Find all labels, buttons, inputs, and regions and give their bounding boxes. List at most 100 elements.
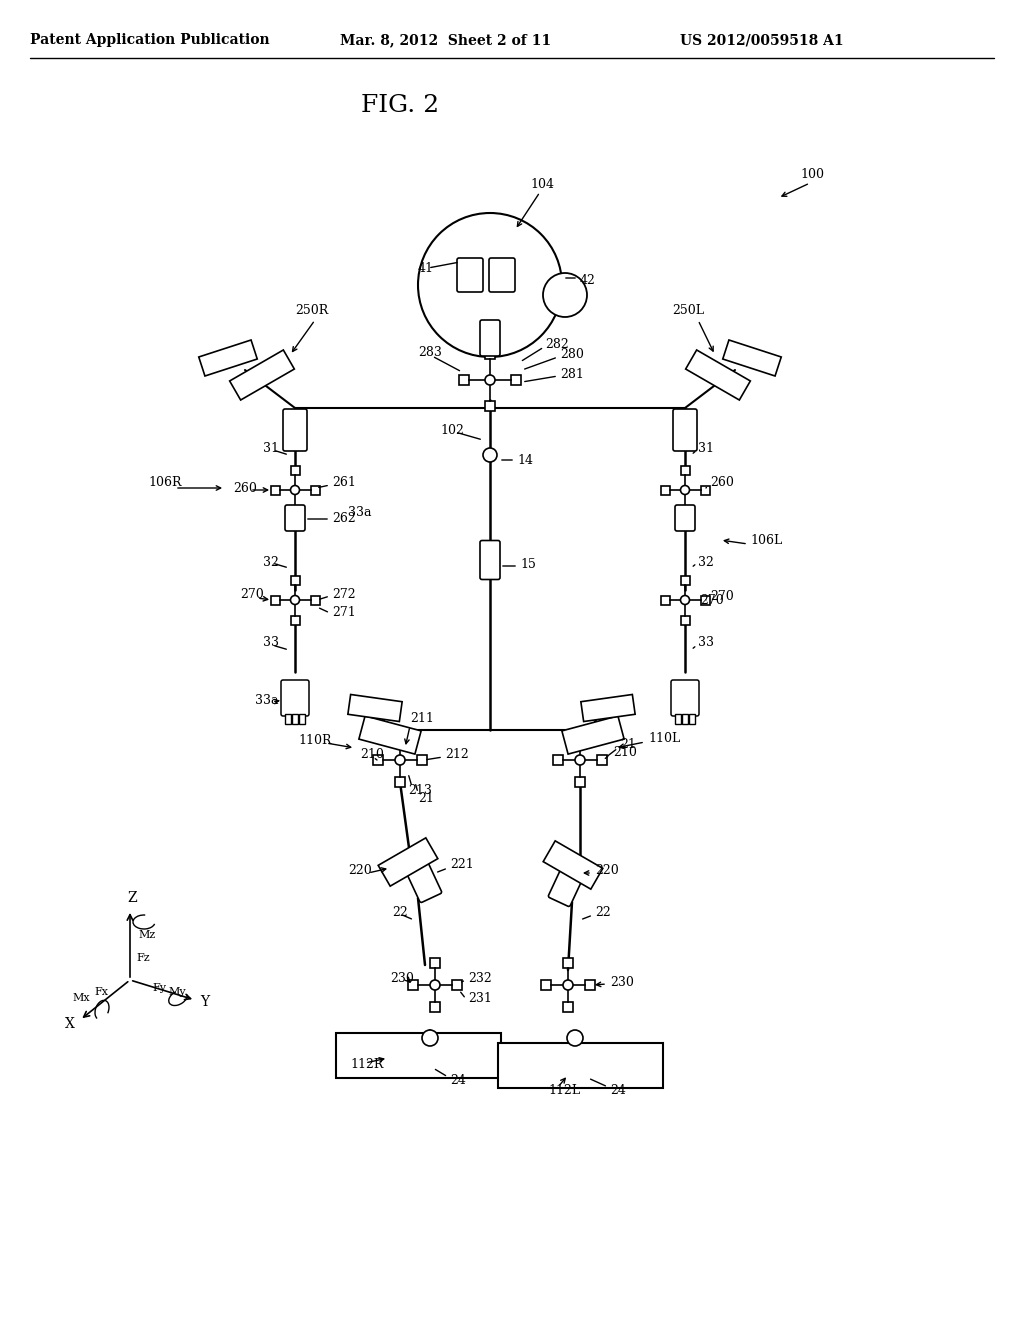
Bar: [408, 979, 418, 990]
Text: 213: 213: [408, 784, 432, 796]
Bar: [700, 595, 710, 605]
Bar: [681, 466, 689, 474]
Text: 210: 210: [360, 748, 384, 762]
Bar: [417, 755, 427, 766]
Bar: [299, 714, 305, 723]
Circle shape: [543, 273, 587, 317]
Text: 220: 220: [348, 863, 372, 876]
Text: 33a: 33a: [348, 507, 372, 520]
FancyBboxPatch shape: [283, 409, 307, 451]
Text: 110L: 110L: [648, 731, 680, 744]
Text: 14: 14: [517, 454, 534, 466]
Text: 220: 220: [595, 863, 618, 876]
Text: 22: 22: [392, 906, 408, 919]
Text: 33a: 33a: [255, 693, 279, 706]
Text: US 2012/0059518 A1: US 2012/0059518 A1: [680, 33, 844, 48]
Bar: [291, 615, 299, 624]
FancyBboxPatch shape: [489, 257, 515, 292]
Text: 21: 21: [620, 738, 636, 751]
Circle shape: [483, 447, 497, 462]
Text: 262: 262: [332, 511, 355, 524]
Bar: [348, 694, 402, 722]
Text: 250R: 250R: [295, 304, 329, 317]
Bar: [229, 350, 294, 400]
FancyBboxPatch shape: [673, 409, 697, 451]
Text: 260: 260: [233, 482, 257, 495]
Text: 231: 231: [468, 991, 492, 1005]
Circle shape: [422, 1030, 438, 1045]
Bar: [373, 755, 383, 766]
FancyBboxPatch shape: [675, 506, 695, 531]
Text: 22: 22: [595, 907, 610, 920]
Text: 250L: 250L: [672, 304, 705, 317]
Bar: [575, 777, 585, 787]
Circle shape: [485, 375, 495, 385]
Circle shape: [418, 213, 562, 356]
Bar: [686, 350, 751, 400]
Bar: [689, 714, 695, 723]
Bar: [310, 486, 319, 495]
Text: 32: 32: [698, 556, 714, 569]
Bar: [562, 715, 624, 754]
FancyBboxPatch shape: [402, 854, 441, 903]
Text: 24: 24: [610, 1084, 626, 1097]
Bar: [575, 733, 585, 743]
Text: 282: 282: [545, 338, 568, 351]
Text: 33: 33: [698, 636, 714, 649]
Bar: [597, 755, 607, 766]
Bar: [681, 576, 689, 585]
Bar: [358, 715, 421, 754]
Circle shape: [681, 486, 689, 495]
Text: 31: 31: [263, 441, 279, 454]
Bar: [543, 841, 603, 890]
FancyBboxPatch shape: [671, 680, 699, 715]
Text: 104: 104: [530, 178, 554, 191]
Circle shape: [567, 1030, 583, 1045]
Text: 261: 261: [332, 477, 356, 490]
FancyBboxPatch shape: [480, 540, 500, 579]
Circle shape: [575, 755, 585, 766]
FancyBboxPatch shape: [480, 319, 500, 356]
Circle shape: [395, 755, 406, 766]
Text: Mz: Mz: [138, 931, 156, 940]
Bar: [681, 615, 689, 624]
Bar: [563, 1002, 573, 1012]
Bar: [336, 1032, 501, 1077]
Text: 112L: 112L: [548, 1084, 581, 1097]
Text: 106R: 106R: [148, 475, 181, 488]
Text: Z: Z: [127, 891, 137, 906]
Bar: [430, 958, 440, 968]
Text: Fy: Fy: [152, 983, 166, 993]
Text: FIG. 2: FIG. 2: [360, 94, 439, 116]
Text: 212: 212: [445, 748, 469, 762]
Bar: [563, 958, 573, 968]
FancyBboxPatch shape: [457, 257, 483, 292]
Bar: [459, 375, 469, 385]
Text: Patent Application Publication: Patent Application Publication: [30, 33, 269, 48]
Bar: [285, 714, 291, 723]
Bar: [660, 486, 670, 495]
Bar: [452, 979, 462, 990]
Text: 271: 271: [332, 606, 355, 619]
Bar: [660, 595, 670, 605]
Text: Fx: Fx: [94, 987, 108, 997]
Bar: [682, 714, 688, 723]
Text: My: My: [168, 987, 185, 997]
Bar: [291, 576, 299, 585]
Bar: [270, 486, 280, 495]
Text: 32: 32: [263, 556, 279, 569]
Text: 42: 42: [580, 273, 596, 286]
Bar: [675, 714, 681, 723]
Circle shape: [563, 979, 573, 990]
Bar: [395, 777, 406, 787]
FancyBboxPatch shape: [281, 680, 309, 715]
Bar: [485, 348, 495, 359]
Text: 21: 21: [418, 792, 434, 804]
Text: 112R: 112R: [350, 1059, 383, 1072]
Text: 24: 24: [450, 1073, 466, 1086]
Bar: [292, 714, 298, 723]
Bar: [498, 1043, 663, 1088]
Text: 33: 33: [263, 636, 279, 649]
Circle shape: [291, 595, 299, 605]
Text: Mar. 8, 2012  Sheet 2 of 11: Mar. 8, 2012 Sheet 2 of 11: [340, 33, 551, 48]
